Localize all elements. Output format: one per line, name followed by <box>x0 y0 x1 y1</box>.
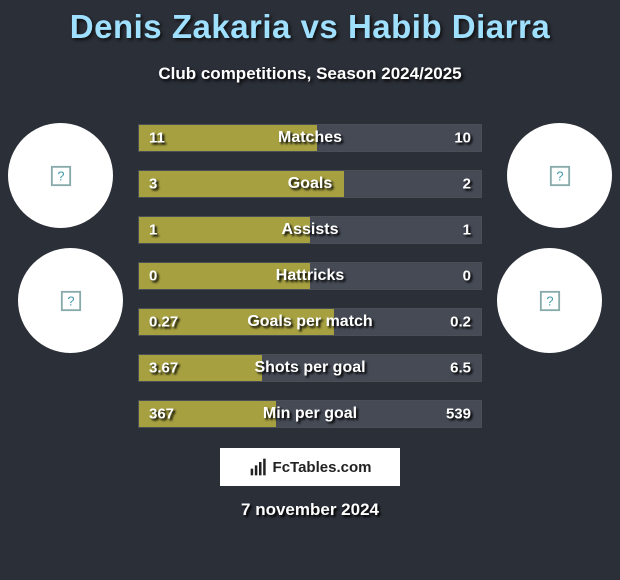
value-left: 367 <box>149 406 174 423</box>
watermark-text: FcTables.com <box>273 459 372 476</box>
stat-label: Goals per match <box>247 313 372 331</box>
value-left: 3 <box>149 176 157 193</box>
bar-right <box>344 171 481 197</box>
value-left: 3.67 <box>149 360 178 377</box>
watermark: FcTables.com <box>220 448 400 486</box>
stat-label: Hattricks <box>276 267 344 285</box>
page-title: Denis Zakaria vs Habib Diarra <box>0 0 620 46</box>
stat-label: Shots per goal <box>254 359 365 377</box>
stat-row: 11 10 Matches <box>138 124 482 152</box>
player2-avatar: ? <box>507 123 612 228</box>
svg-text:?: ? <box>556 168 563 183</box>
value-right: 6.5 <box>450 360 471 377</box>
placeholder-icon: ? <box>60 290 82 312</box>
value-left: 0.27 <box>149 314 178 331</box>
value-right: 10 <box>454 130 471 147</box>
page-subtitle: Club competitions, Season 2024/2025 <box>0 64 620 84</box>
stat-row: 3.67 6.5 Shots per goal <box>138 354 482 382</box>
player1-avatar: ? <box>8 123 113 228</box>
stat-label: Min per goal <box>263 405 357 423</box>
value-left: 11 <box>149 130 165 147</box>
svg-text:?: ? <box>546 293 553 308</box>
value-right: 1 <box>463 222 471 239</box>
placeholder-icon: ? <box>50 165 72 187</box>
team2-logo: ? <box>497 248 602 353</box>
value-left: 1 <box>149 222 157 239</box>
stat-row: 3 2 Goals <box>138 170 482 198</box>
value-right: 539 <box>446 406 471 423</box>
stat-row: 0 0 Hattricks <box>138 262 482 290</box>
value-left: 0 <box>149 268 157 285</box>
svg-text:?: ? <box>67 293 74 308</box>
comparison-chart: 1110Matches32Goals11Assists00Hattricks0.… <box>138 124 482 446</box>
team1-logo: ? <box>18 248 123 353</box>
stat-label: Matches <box>278 129 342 147</box>
placeholder-icon: ? <box>539 290 561 312</box>
stat-row: 367 539 Min per goal <box>138 400 482 428</box>
placeholder-icon: ? <box>549 165 571 187</box>
stat-label: Goals <box>288 175 332 193</box>
stat-label: Assists <box>282 221 339 239</box>
stat-row: 0.27 0.2 Goals per match <box>138 308 482 336</box>
value-right: 2 <box>463 176 471 193</box>
value-right: 0 <box>463 268 471 285</box>
svg-text:?: ? <box>57 168 64 183</box>
chart-icon <box>249 457 269 477</box>
value-right: 0.2 <box>450 314 471 331</box>
date-label: 7 november 2024 <box>241 500 379 520</box>
stat-row: 1 1 Assists <box>138 216 482 244</box>
